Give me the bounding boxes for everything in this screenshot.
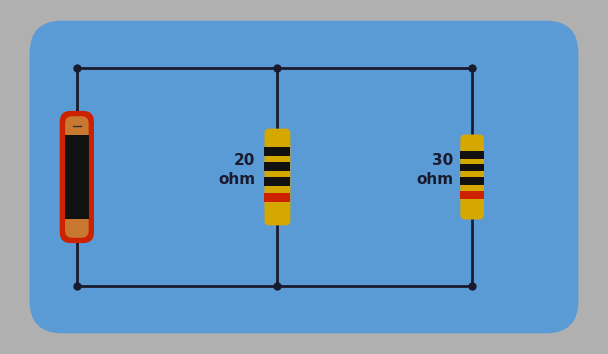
FancyBboxPatch shape	[30, 21, 578, 333]
Bar	[264, 193, 291, 202]
FancyBboxPatch shape	[264, 129, 291, 225]
Bar	[460, 164, 484, 171]
FancyBboxPatch shape	[65, 116, 89, 238]
Text: 20
ohm: 20 ohm	[218, 153, 255, 187]
Text: 30
ohm: 30 ohm	[416, 153, 454, 187]
Bar	[460, 177, 484, 185]
Bar	[264, 148, 291, 156]
Bar	[460, 151, 484, 159]
Bar	[264, 162, 291, 171]
Bar	[460, 191, 484, 199]
Bar	[65, 135, 89, 219]
FancyBboxPatch shape	[60, 111, 94, 243]
FancyBboxPatch shape	[460, 135, 484, 219]
Bar	[264, 177, 291, 186]
